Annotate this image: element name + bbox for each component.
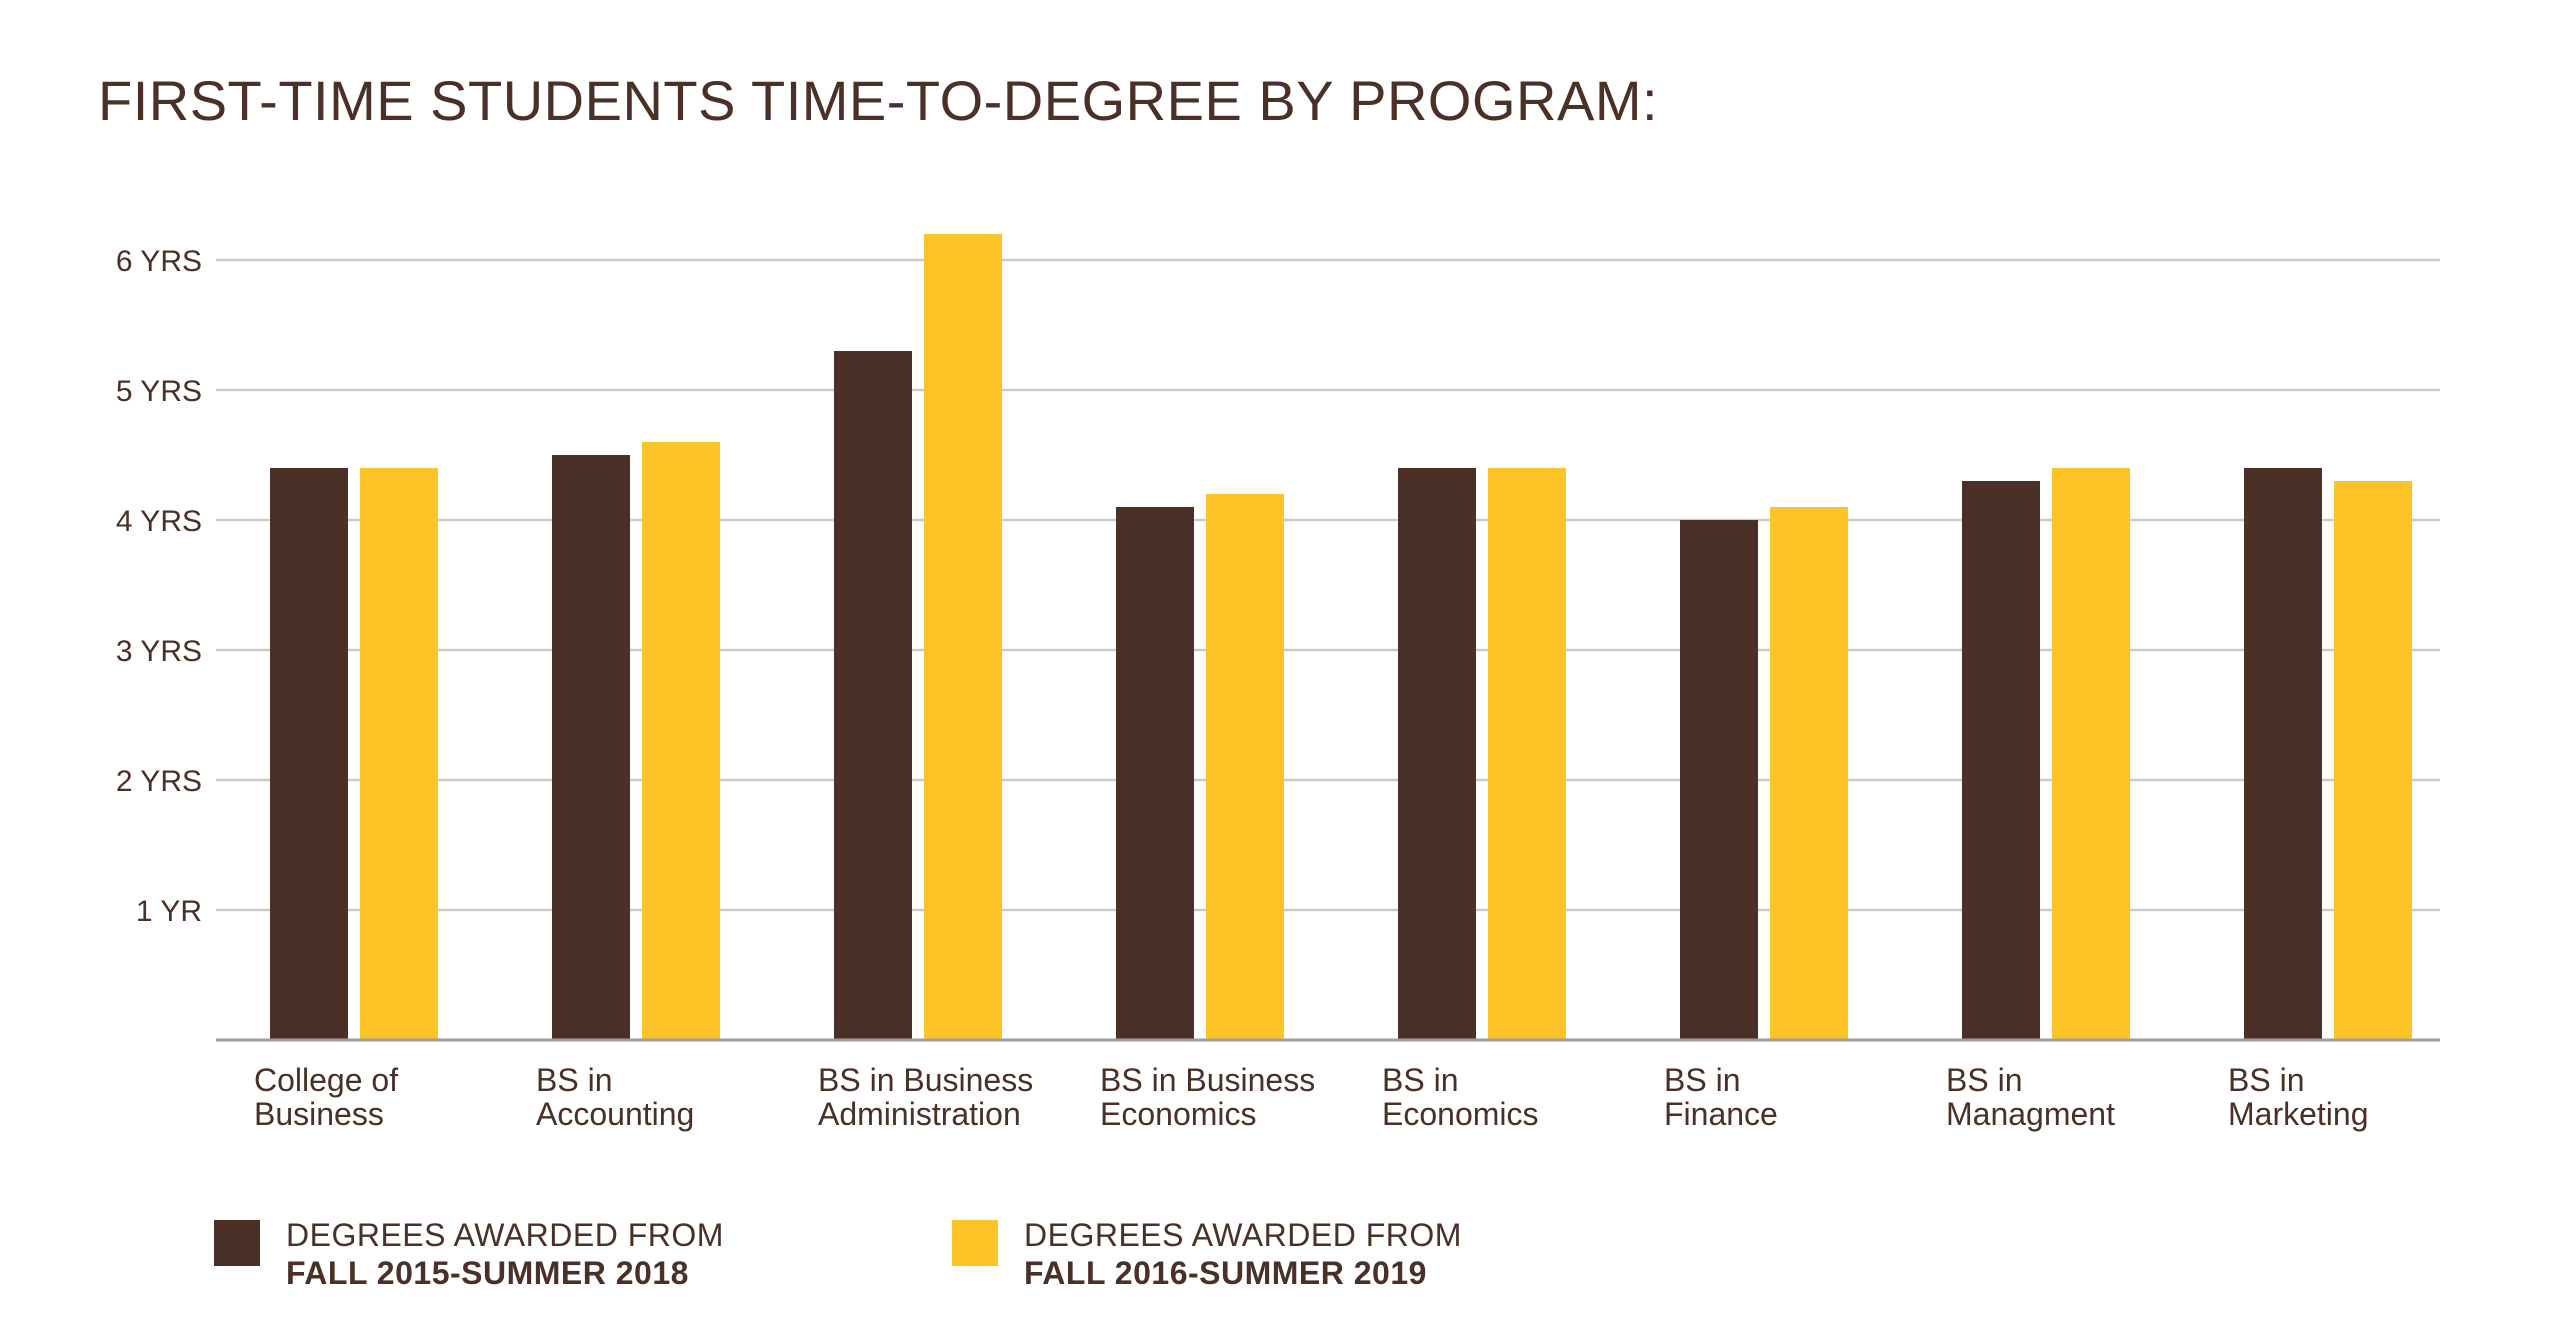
x-tick-label-line: Accounting [536, 1096, 694, 1132]
y-tick-label: 4 YRS [116, 505, 202, 538]
bar-fall2015-summer2018 [1680, 520, 1758, 1040]
y-tick-label: 6 YRS [116, 245, 202, 278]
x-tick-label: BS in Business Administration [818, 1062, 1033, 1132]
y-tick-label: 5 YRS [116, 375, 202, 408]
x-tick-label-line: BS in [536, 1062, 612, 1098]
x-tick-label: BS in Accounting [536, 1062, 694, 1132]
legend-label-line2: FALL 2015-SUMMER 2018 [286, 1255, 689, 1291]
x-tick-label: College of Business [254, 1062, 398, 1132]
legend-label-line2: FALL 2016-SUMMER 2019 [1024, 1255, 1427, 1291]
x-tick-label-line: Economics [1100, 1096, 1257, 1132]
x-tick-label-line: BS in [2228, 1062, 2304, 1098]
x-tick-label: BS in Marketing [2228, 1062, 2369, 1132]
y-tick-label: 3 YRS [116, 635, 202, 668]
x-tick-label-line: BS in Business [1100, 1062, 1315, 1098]
y-tick-label: 2 YRS [116, 765, 202, 798]
x-tick-label-line: BS in [1382, 1062, 1458, 1098]
bar-fall2015-summer2018 [2244, 468, 2322, 1040]
bar-fall2016-summer2019 [360, 468, 438, 1040]
legend-swatch-2016-2019 [952, 1220, 998, 1266]
x-tick-label: BS in Economics [1382, 1062, 1539, 1132]
bar-fall2016-summer2019 [1206, 494, 1284, 1040]
x-tick-label-line: BS in Business [818, 1062, 1033, 1098]
chart-title: FIRST-TIME STUDENTS TIME-TO-DEGREE BY PR… [98, 69, 1659, 132]
bar-fall2016-summer2019 [2052, 468, 2130, 1040]
bar-fall2015-summer2018 [834, 351, 912, 1040]
bar-fall2016-summer2019 [642, 442, 720, 1040]
x-tick-label-line: BS in [1946, 1062, 2022, 1098]
x-tick-label: BS in Business Economics [1100, 1062, 1315, 1132]
bar-fall2016-summer2019 [924, 234, 1002, 1040]
bar-fall2015-summer2018 [1116, 507, 1194, 1040]
x-tick-label: BS in Managment [1946, 1062, 2115, 1132]
x-tick-label-line: Managment [1946, 1096, 2115, 1132]
legend-swatch-2015-2018 [214, 1220, 260, 1266]
y-tick-label: 1 YR [136, 895, 202, 928]
x-tick-label-line: Economics [1382, 1096, 1539, 1132]
x-tick-label: BS in Finance [1664, 1062, 1778, 1132]
x-tick-label-line: Business [254, 1096, 384, 1132]
legend-label-line1: DEGREES AWARDED FROM [1024, 1217, 1462, 1253]
x-tick-label-line: Administration [818, 1096, 1021, 1132]
x-tick-label-line: College of [254, 1062, 398, 1098]
bar-fall2015-summer2018 [270, 468, 348, 1040]
bar-fall2015-summer2018 [1398, 468, 1476, 1040]
x-tick-label-line: Finance [1664, 1096, 1778, 1132]
x-tick-label-line: Marketing [2228, 1096, 2369, 1132]
legend-label-line1: DEGREES AWARDED FROM [286, 1217, 724, 1253]
bar-fall2016-summer2019 [2334, 481, 2412, 1040]
x-tick-label-line: BS in [1664, 1062, 1740, 1098]
bar-fall2015-summer2018 [1962, 481, 2040, 1040]
bar-fall2016-summer2019 [1488, 468, 1566, 1040]
bar-fall2015-summer2018 [552, 455, 630, 1040]
bar-fall2016-summer2019 [1770, 507, 1848, 1040]
